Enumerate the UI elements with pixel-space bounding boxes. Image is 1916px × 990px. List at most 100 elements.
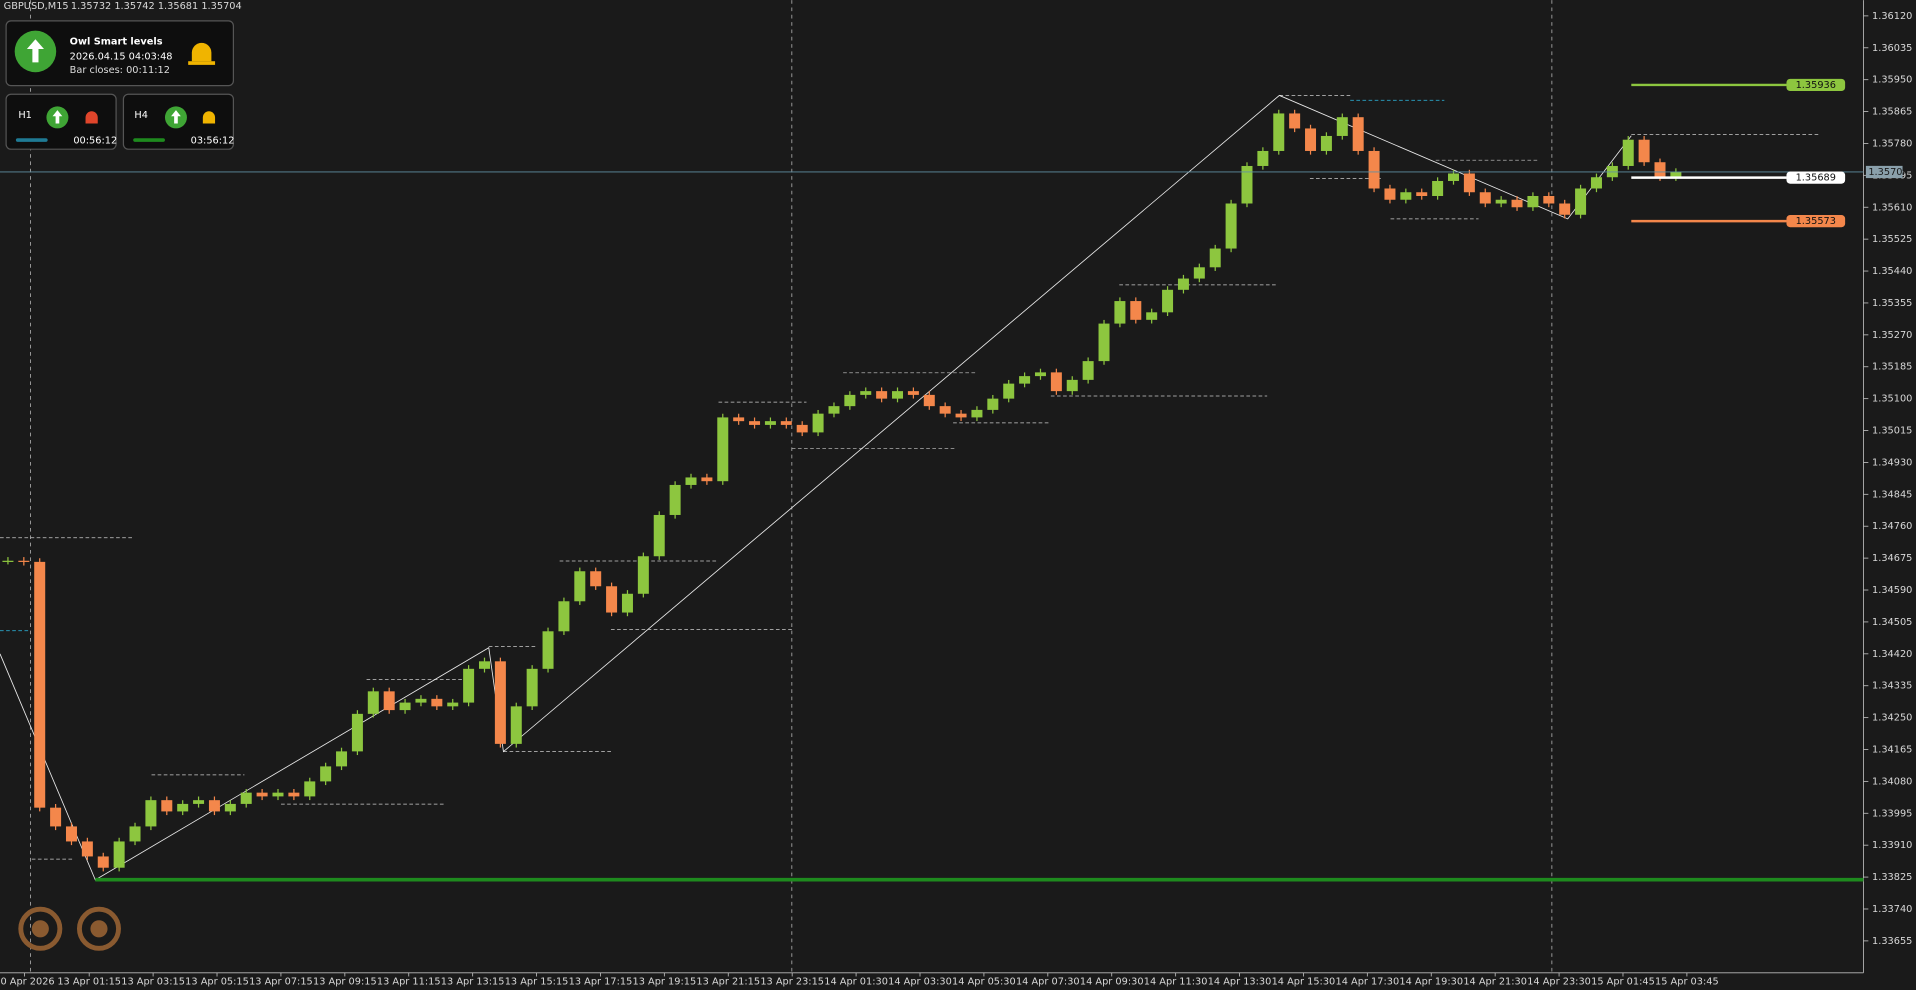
candle <box>208 800 220 812</box>
candle <box>828 406 840 414</box>
candle <box>971 409 983 418</box>
y-tick-label: 1.35780 <box>1872 138 1912 149</box>
x-tick-label: 13 Apr 13:15 <box>441 976 505 987</box>
candle <box>161 800 173 812</box>
candle <box>669 484 681 515</box>
candle <box>81 841 93 857</box>
alarm-icon <box>85 111 98 124</box>
candle <box>637 556 649 594</box>
candle <box>1543 195 1555 204</box>
x-tick-label: 14 Apr 15:30 <box>1272 976 1336 987</box>
candle <box>1575 188 1587 215</box>
arrow <box>26 39 44 63</box>
candle <box>1622 139 1634 166</box>
candle <box>1352 117 1364 151</box>
x-tick-label: 14 Apr 21:30 <box>1463 976 1527 987</box>
candle <box>479 661 490 669</box>
x-tick-label: 13 Apr 03:15 <box>121 976 185 987</box>
y-tick-label: 1.33910 <box>1872 840 1912 851</box>
y-tick-label: 1.34335 <box>1872 681 1912 692</box>
x-tick-label: 13 Apr 21:15 <box>696 976 760 987</box>
y-tick-label: 1.35270 <box>1872 330 1912 341</box>
candle <box>1511 199 1523 208</box>
candle <box>733 417 745 422</box>
y-tick-label: 1.36120 <box>1872 11 1912 22</box>
candle <box>1559 203 1571 215</box>
candle <box>177 803 189 812</box>
candle <box>1209 248 1221 268</box>
candle <box>1162 289 1174 313</box>
candle <box>1447 173 1459 181</box>
y-tick-label: 1.33995 <box>1872 808 1912 819</box>
y-tick-label: 1.34080 <box>1872 776 1912 787</box>
y-tick-label: 1.34675 <box>1872 553 1912 564</box>
candle <box>1146 312 1158 320</box>
candle <box>1654 162 1666 178</box>
candle <box>764 421 776 425</box>
candle <box>590 571 602 587</box>
alarm-base <box>188 61 216 65</box>
symbol: GBPUSD,M15 <box>4 1 69 12</box>
candle <box>272 792 284 797</box>
candle <box>1400 192 1412 200</box>
progress <box>15 138 48 142</box>
candle <box>1289 113 1301 129</box>
y-tick-label: 1.34590 <box>1872 585 1912 596</box>
x-tick-label: 13 Apr 01:15 <box>57 976 121 987</box>
x-tick-label: 14 Apr 09:30 <box>1080 976 1144 987</box>
candle <box>717 417 729 482</box>
y-tick-label: 1.35185 <box>1872 362 1912 373</box>
candle <box>812 413 824 433</box>
candle <box>1336 117 1348 136</box>
candle <box>447 702 459 707</box>
level-label: 1.35936 <box>1796 80 1836 91</box>
y-tick-label: 1.35525 <box>1872 234 1912 245</box>
level-label: 1.35689 <box>1796 173 1836 184</box>
candle <box>336 751 348 767</box>
candle <box>97 856 109 868</box>
candle <box>415 698 427 703</box>
arrow <box>171 110 181 124</box>
quote: 1.35732 1.35742 1.35681 1.35704 <box>71 1 242 12</box>
arrow <box>52 110 63 124</box>
x-tick-label: 13 Apr 07:15 <box>249 976 313 987</box>
candle <box>1638 139 1650 163</box>
candle <box>1432 180 1444 196</box>
x-tick-label: 13 Apr 05:15 <box>185 976 249 987</box>
x-tick-label: 14 Apr 23:30 <box>1527 976 1591 987</box>
candle <box>193 800 205 804</box>
candle <box>145 800 157 827</box>
candle <box>50 807 62 827</box>
y-tick-label: 1.34250 <box>1872 713 1912 724</box>
candle <box>1273 113 1285 151</box>
y-tick-label: 1.35950 <box>1872 75 1912 86</box>
owl-panel: Owl Smart levels 2026.04.15 04:03:48 Bar… <box>5 20 234 150</box>
candle <box>526 668 538 707</box>
candle <box>1193 267 1205 279</box>
tile-timer: 00:56:12 <box>73 136 117 147</box>
x-tick-label: 15 Apr 01:45 <box>1591 976 1655 987</box>
y-tick-label: 1.35015 <box>1872 426 1912 437</box>
candle <box>796 424 808 433</box>
panel-title: Owl Smart levels <box>70 37 163 48</box>
alarm-icon <box>191 42 212 62</box>
candle <box>1241 165 1253 204</box>
candle <box>1495 199 1507 204</box>
candle <box>129 826 141 842</box>
candle <box>224 803 236 812</box>
x-tick-label: 13 Apr 15:15 <box>505 976 569 987</box>
candle <box>907 391 919 395</box>
candle <box>558 601 570 632</box>
y-tick-label: 1.33740 <box>1872 904 1912 915</box>
x-tick-label: 15 Apr 03:45 <box>1655 976 1719 987</box>
bar-closes: Bar closes: 00:11:12 <box>70 65 170 76</box>
x-tick-label: 14 Apr 11:30 <box>1144 976 1208 987</box>
current-price-label: 1.35704 <box>1868 167 1908 178</box>
candle <box>367 691 379 714</box>
candle <box>1019 376 1031 384</box>
candle <box>383 691 395 711</box>
candle <box>542 631 554 669</box>
candle <box>463 668 475 703</box>
structure-lines <box>0 95 1821 860</box>
candle <box>653 514 665 557</box>
